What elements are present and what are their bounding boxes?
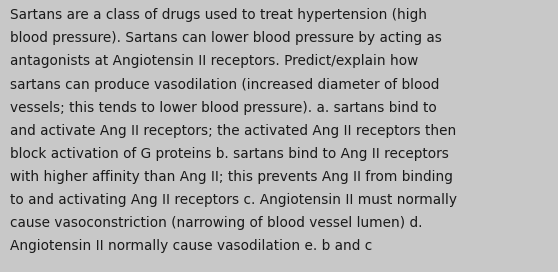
Text: with higher affinity than Ang II; this prevents Ang II from binding: with higher affinity than Ang II; this p… — [10, 170, 453, 184]
Text: block activation of G proteins b. sartans bind to Ang II receptors: block activation of G proteins b. sartan… — [10, 147, 449, 161]
Text: Sartans are a class of drugs used to treat hypertension (high: Sartans are a class of drugs used to tre… — [10, 8, 427, 22]
Text: and activate Ang II receptors; the activated Ang II receptors then: and activate Ang II receptors; the activ… — [10, 124, 456, 138]
Text: to and activating Ang II receptors c. Angiotensin II must normally: to and activating Ang II receptors c. An… — [10, 193, 457, 207]
Text: cause vasoconstriction (narrowing of blood vessel lumen) d.: cause vasoconstriction (narrowing of blo… — [10, 216, 422, 230]
Text: sartans can produce vasodilation (increased diameter of blood: sartans can produce vasodilation (increa… — [10, 78, 439, 91]
Text: Angiotensin II normally cause vasodilation e. b and c: Angiotensin II normally cause vasodilati… — [10, 239, 372, 253]
Text: blood pressure). Sartans can lower blood pressure by acting as: blood pressure). Sartans can lower blood… — [10, 31, 442, 45]
Text: antagonists at Angiotensin II receptors. Predict/explain how: antagonists at Angiotensin II receptors.… — [10, 54, 418, 68]
Text: vessels; this tends to lower blood pressure). a. sartans bind to: vessels; this tends to lower blood press… — [10, 101, 437, 115]
